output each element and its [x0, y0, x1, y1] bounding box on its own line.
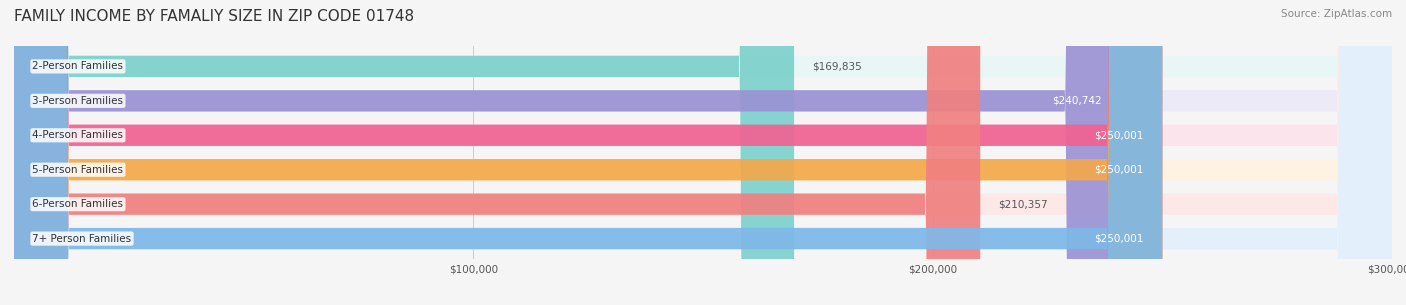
Text: FAMILY INCOME BY FAMALIY SIZE IN ZIP CODE 01748: FAMILY INCOME BY FAMALIY SIZE IN ZIP COD… — [14, 9, 415, 24]
FancyBboxPatch shape — [14, 0, 794, 305]
Text: 3-Person Families: 3-Person Families — [32, 96, 124, 106]
Text: Source: ZipAtlas.com: Source: ZipAtlas.com — [1281, 9, 1392, 19]
Text: 4-Person Families: 4-Person Families — [32, 130, 124, 140]
Text: $169,835: $169,835 — [813, 61, 862, 71]
FancyBboxPatch shape — [14, 0, 1392, 305]
Text: $240,742: $240,742 — [1052, 96, 1101, 106]
FancyBboxPatch shape — [14, 0, 1163, 305]
FancyBboxPatch shape — [14, 0, 1392, 305]
Text: $250,001: $250,001 — [1094, 234, 1144, 244]
FancyBboxPatch shape — [14, 0, 1119, 305]
Text: 7+ Person Families: 7+ Person Families — [32, 234, 132, 244]
Text: 5-Person Families: 5-Person Families — [32, 165, 124, 175]
FancyBboxPatch shape — [14, 0, 1163, 305]
FancyBboxPatch shape — [14, 0, 1392, 305]
FancyBboxPatch shape — [14, 0, 1163, 305]
FancyBboxPatch shape — [14, 0, 1392, 305]
Text: 6-Person Families: 6-Person Families — [32, 199, 124, 209]
FancyBboxPatch shape — [14, 0, 1392, 305]
Text: $210,357: $210,357 — [998, 199, 1049, 209]
Text: 2-Person Families: 2-Person Families — [32, 61, 124, 71]
FancyBboxPatch shape — [14, 0, 1392, 305]
Text: $250,001: $250,001 — [1094, 165, 1144, 175]
Text: $250,001: $250,001 — [1094, 130, 1144, 140]
FancyBboxPatch shape — [14, 0, 980, 305]
